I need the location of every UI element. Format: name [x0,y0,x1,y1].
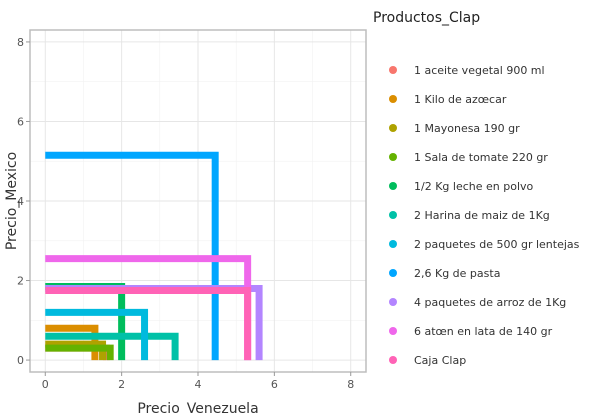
legend-item[interactable]: 2,6 Kg de pasta [389,267,500,280]
legend-item[interactable]: 1/2 Kg leche en polvo [389,180,534,193]
x-axis-title: Precio_Venezuela [137,401,258,415]
legend-swatch-icon [389,124,397,132]
legend-label: Caja Clap [414,354,466,367]
legend-item[interactable]: 1 aceite vegetal 900 ml [389,64,545,77]
legend-swatch-icon [389,240,397,248]
series-segment-3 [45,340,107,361]
legend-swatch-icon [389,327,397,335]
legend-items: 1 aceite vegetal 900 ml 1 Kilo de azœcar 1… [389,64,580,367]
legend-swatch-icon [389,211,397,219]
legend-swatch-icon [389,298,397,306]
legend-label: 1/2 Kg leche en polvo [414,180,534,193]
legend-label: 2,6 Kg de pasta [414,267,500,280]
marks [45,151,263,361]
legend-title: Productos_Clap [373,10,480,26]
legend-label: 1 Mayonesa 190 gr [414,122,520,135]
x-tick-label: 0 [42,378,49,391]
y-tick-label: 8 [17,36,24,49]
legend-item[interactable]: 2 paquetes de 500 gr lentejas [389,238,580,251]
legend-swatch-icon [389,95,397,103]
tick-labels: 0 2 4 6 8 0 2 4 6 8 [17,36,354,391]
series-segment-6 [45,332,179,361]
legend-label: 1 aceite vegetal 900 ml [414,64,545,77]
x-tick-label: 8 [347,378,354,391]
y-tick-label: 6 [17,115,24,128]
y-tick-label: 4 [17,195,24,208]
legend-item[interactable]: 1 Kilo de azœcar [389,93,507,106]
legend-item[interactable]: 1 Mayonesa 190 gr [389,122,520,135]
legend-swatch-icon [389,153,397,161]
x-tick-label: 2 [118,378,125,391]
legend-swatch-icon [389,356,397,364]
legend-item[interactable]: Caja Clap [389,354,466,367]
legend-label: 1 Sala de tomate 220 gr [414,151,548,164]
y-tick-label: 2 [17,275,24,288]
series-segment-7 [45,308,149,361]
series-segment-11 [45,286,252,361]
legend-label: 6 atœn en lata de 140 gr [414,325,553,338]
legend-label: 2 Harina de maiz de 1Kg [414,209,550,222]
grid [30,30,366,372]
legend-swatch-icon [389,66,397,74]
legend-swatch-icon [389,182,397,190]
x-tick-label: 6 [271,378,278,391]
legend: Productos_Clap 1 aceite vegetal 900 ml1 … [373,10,580,367]
legend-label: 2 paquetes de 500 gr lentejas [414,238,580,251]
legend-item[interactable]: 6 atœn en lata de 140 gr [389,325,553,338]
legend-label: 1 Kilo de azœcar [414,93,507,106]
legend-item[interactable]: 2 Harina de maiz de 1Kg [389,209,550,222]
x-tick-label: 4 [195,378,202,391]
series-segment-4 [45,344,114,361]
y-tick-label: 0 [17,354,24,367]
legend-item[interactable]: 4 paquetes de arroz de 1Kg [389,296,566,309]
legend-swatch-icon [389,269,397,277]
legend-item[interactable]: 1 Sala de tomate 220 gr [389,151,548,164]
legend-label: 4 paquetes de arroz de 1Kg [414,296,566,309]
y-axis-title: Precio_Mexico [4,152,20,250]
